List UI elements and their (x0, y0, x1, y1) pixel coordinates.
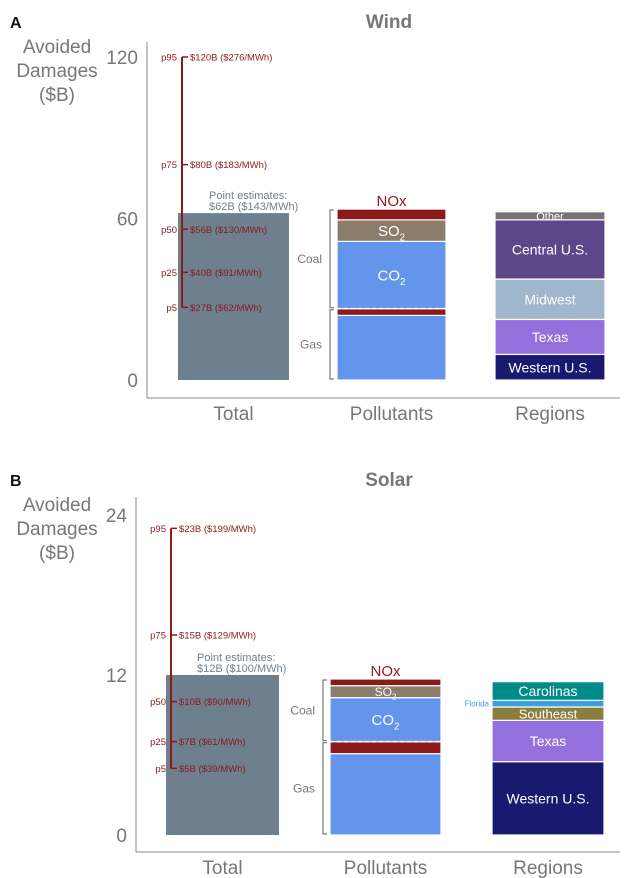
point-estimate-label: $62B ($143/MWh) (209, 201, 298, 213)
panel-label: A (10, 15, 22, 32)
total-bar (178, 213, 289, 380)
y-tick-label: 0 (116, 826, 127, 847)
group-label: Gas (293, 781, 315, 795)
pollutant-label-so2-subscript: 2 (400, 232, 405, 243)
pollutant-label-co2-subscript: 2 (400, 277, 405, 288)
x-tick-label: Total (213, 404, 253, 425)
percentile-label: p95 (150, 524, 166, 535)
region-label-florida: Florida (465, 700, 490, 709)
panel-a: A Wind Avoided Damages ($B) 0 60 120 Total Pollut… (10, 12, 620, 425)
y-tick-label: 60 (117, 210, 138, 231)
group-label: Coal (297, 252, 322, 266)
point-estimate-label: Point estimates: (209, 190, 287, 202)
chart-title: Solar (365, 470, 413, 491)
pollutant-label-co2-base: CO (378, 267, 401, 284)
region-segment-carolinas (491, 681, 605, 701)
group-bracket (329, 209, 334, 309)
region-segment-other (494, 211, 606, 221)
group-label: Coal (290, 703, 315, 717)
pollutant-label-nox: NOx (377, 193, 408, 210)
group-label: Gas (300, 337, 322, 351)
pollutant-label-so2-base: SO (375, 685, 392, 699)
chart-title: Wind (366, 12, 412, 33)
panel-b: B Solar Avoided Damages ($B) 0 12 24 Total Pollut… (10, 470, 620, 878)
pollutant-label-so2-subscript: 2 (392, 692, 396, 701)
x-tick-label: Pollutants (350, 404, 433, 425)
percentile-label: p5 (166, 303, 177, 314)
percentile-label: p50 (150, 697, 166, 708)
percentile-label: p95 (161, 53, 177, 64)
group-bracket (322, 679, 327, 742)
pollutant-segment-co2 (329, 753, 442, 836)
pollutant-label-so2: SO2 (375, 685, 397, 702)
group-bracket (322, 742, 327, 835)
region-label-central: Central U.S. (512, 241, 588, 257)
region-segment-texas (494, 318, 606, 356)
x-tick-label: Pollutants (344, 858, 427, 878)
region-label-western: Western U.S. (507, 790, 590, 806)
pollutant-label-co2-base: CO (372, 712, 395, 729)
pollutant-label-nox: NOx (371, 663, 402, 680)
percentile-label: p25 (161, 268, 177, 279)
percentile-value-label: $7B ($61/MWh) (179, 737, 246, 748)
pollutant-segment-co2 (329, 697, 442, 743)
region-label-other: Other (536, 211, 564, 223)
group-bracket (329, 309, 334, 380)
y-axis-label-line: Avoided (23, 495, 91, 516)
x-tick-label: Regions (515, 404, 585, 425)
point-estimate-label: Point estimates: (197, 652, 275, 664)
percentile-value-label: $5B ($39/MWh) (179, 764, 246, 775)
y-tick-label: 0 (127, 371, 138, 392)
x-tick-label: Total (202, 858, 242, 878)
percentile-label: p5 (155, 764, 166, 775)
pollutant-segment-nox (329, 678, 442, 687)
y-tick-label: 12 (106, 666, 127, 687)
region-label-western: Western U.S. (509, 359, 592, 375)
y-axis-label-line: Avoided (23, 37, 91, 58)
pollutant-label-co2: CO2 (378, 267, 406, 288)
y-axis-label-line: ($B) (39, 543, 75, 564)
pollutant-label-so2: SO2 (378, 223, 405, 244)
percentile-value-label: $120B ($276/MWh) (190, 53, 272, 64)
y-axis-label-line: ($B) (39, 85, 75, 106)
percentile-label: p75 (161, 160, 177, 171)
pollutant-segment-nox (336, 208, 447, 221)
percentile-value-label: $10B ($90/MWh) (179, 697, 251, 708)
y-axis-label-line: Damages (16, 519, 97, 540)
total-bar (166, 675, 279, 835)
region-label-southeast: Southeast (519, 706, 578, 721)
pollutant-label-so2-base: SO (378, 223, 400, 240)
percentile-label: p50 (161, 225, 177, 236)
x-tick-label: Regions (513, 858, 583, 878)
point-estimate-label: $12B ($100/MWh) (197, 663, 286, 675)
pollutant-segment-co2 (336, 314, 447, 381)
percentile-label: p75 (150, 631, 166, 642)
region-label-carolinas: Carolinas (518, 683, 577, 699)
percentile-value-label: $40B ($91/MWh) (190, 268, 262, 279)
percentile-label: p25 (150, 737, 166, 748)
pollutant-label-co2: CO2 (372, 712, 400, 733)
percentile-value-label: $80B ($183/MWh) (190, 160, 267, 171)
panel-label: B (10, 473, 22, 490)
region-label-texas: Texas (532, 329, 569, 345)
percentile-value-label: $56B ($130/MWh) (190, 225, 267, 236)
region-label-texas: Texas (530, 733, 567, 749)
pollutant-label-co2-subscript: 2 (394, 721, 399, 732)
percentile-value-label: $15B ($129/MWh) (179, 631, 256, 642)
percentile-value-label: $27B ($62/MWh) (190, 303, 262, 314)
y-tick-label: 120 (106, 48, 138, 69)
pollutant-segment-nox (329, 741, 442, 755)
pollutant-segment-nox (336, 308, 447, 317)
y-axis-label-line: Damages (16, 61, 97, 82)
region-label-midwest: Midwest (524, 291, 575, 307)
region-segment-florida (491, 699, 605, 708)
percentile-value-label: $23B ($199/MWh) (179, 524, 256, 535)
y-tick-label: 24 (106, 506, 128, 527)
